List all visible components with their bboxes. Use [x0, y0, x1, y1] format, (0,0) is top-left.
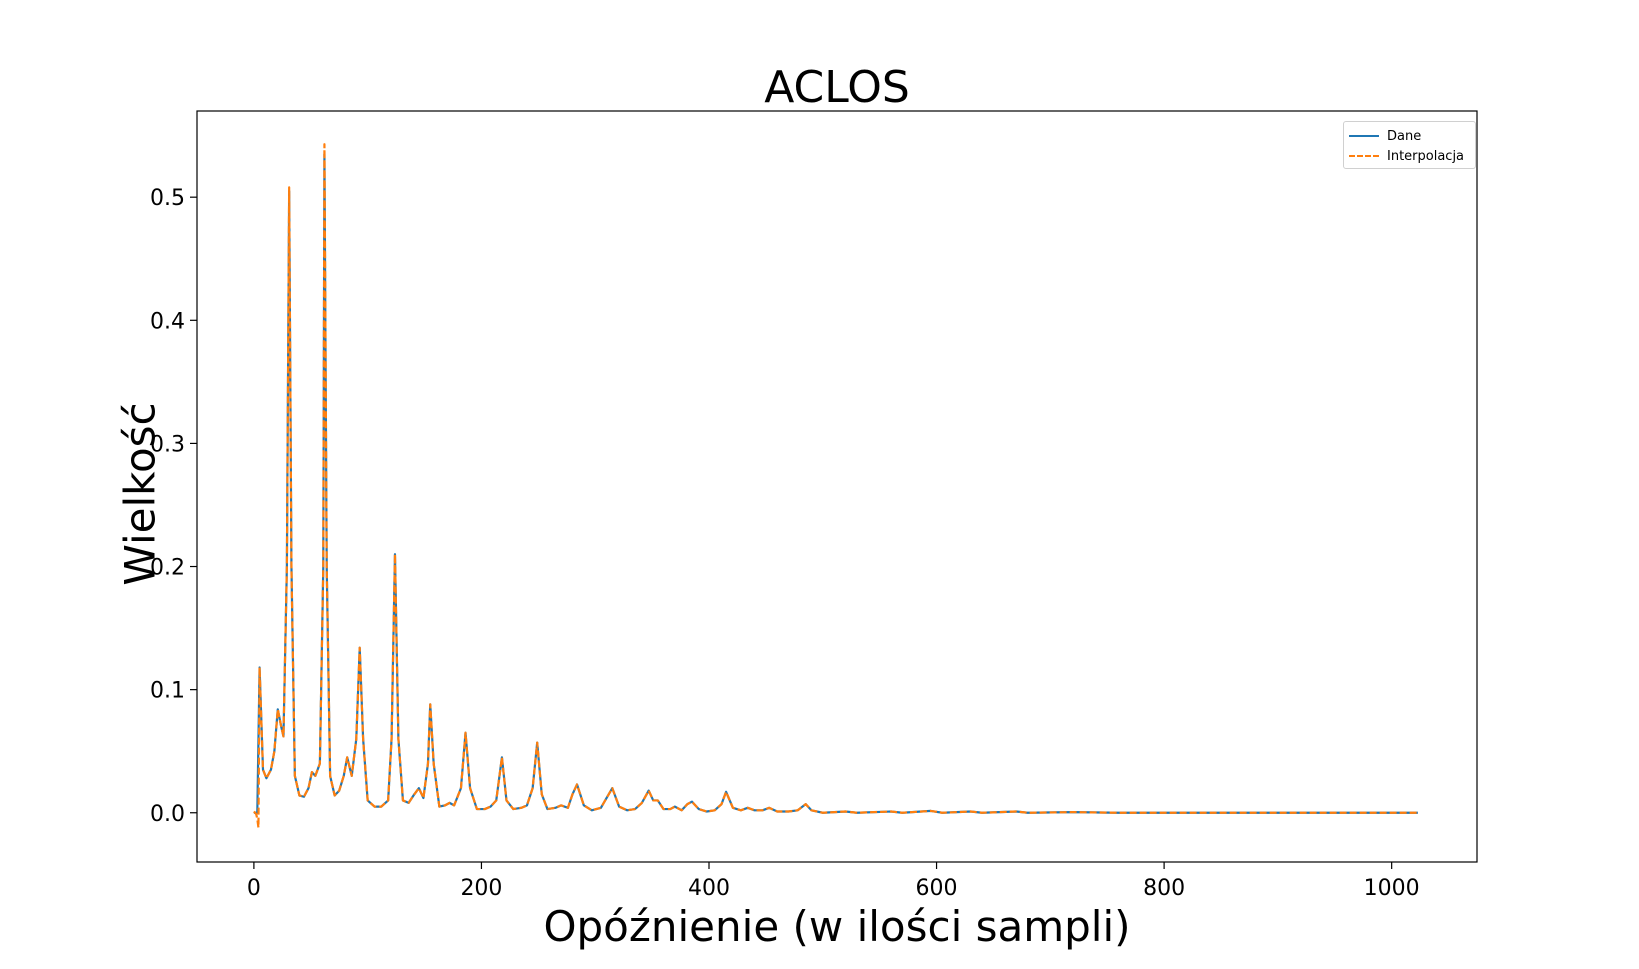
y-tick-label: 0.2	[150, 556, 185, 581]
x-tick-label: 600	[916, 876, 958, 901]
x-axis-label: Opóźnienie (w ilości sampli)	[543, 902, 1131, 951]
series-line-dane	[253, 152, 1418, 814]
legend-item-dane: Dane	[1349, 126, 1421, 146]
legend-label-dane: Dane	[1387, 128, 1422, 144]
x-tick-label: 0	[247, 876, 261, 901]
legend-swatch-interpolacja	[1349, 155, 1379, 157]
legend: Dane Interpolacja	[1343, 121, 1476, 169]
legend-label-interpolacja: Interpolacja	[1387, 148, 1465, 164]
y-tick-label: 0.5	[150, 186, 185, 211]
x-tick-label: 400	[688, 876, 730, 901]
legend-swatch-dane	[1349, 135, 1379, 137]
x-tick-label: 200	[460, 876, 502, 901]
y-tick-label: 0.1	[150, 679, 185, 704]
legend-item-interpolacja: Interpolacja	[1349, 146, 1464, 166]
plot-series	[253, 143, 1418, 829]
y-tick-label: 0.0	[150, 802, 185, 827]
plot-frame	[196, 110, 1478, 863]
y-axis-ticks: 0.0 0.1 0.2 0.3 0.4 0.5	[150, 186, 197, 827]
x-axis-ticks: 0 200 400 600 800 1000	[247, 862, 1420, 901]
y-tick-label: 0.4	[150, 309, 185, 334]
y-axis-label: Wielkość	[115, 402, 165, 586]
y-tick-label: 0.3	[150, 432, 185, 457]
x-tick-label: 1000	[1364, 876, 1420, 901]
chart-title: ACLOS	[764, 62, 910, 113]
x-tick-label: 800	[1143, 876, 1185, 901]
series-line-interpolacja	[253, 143, 1418, 829]
